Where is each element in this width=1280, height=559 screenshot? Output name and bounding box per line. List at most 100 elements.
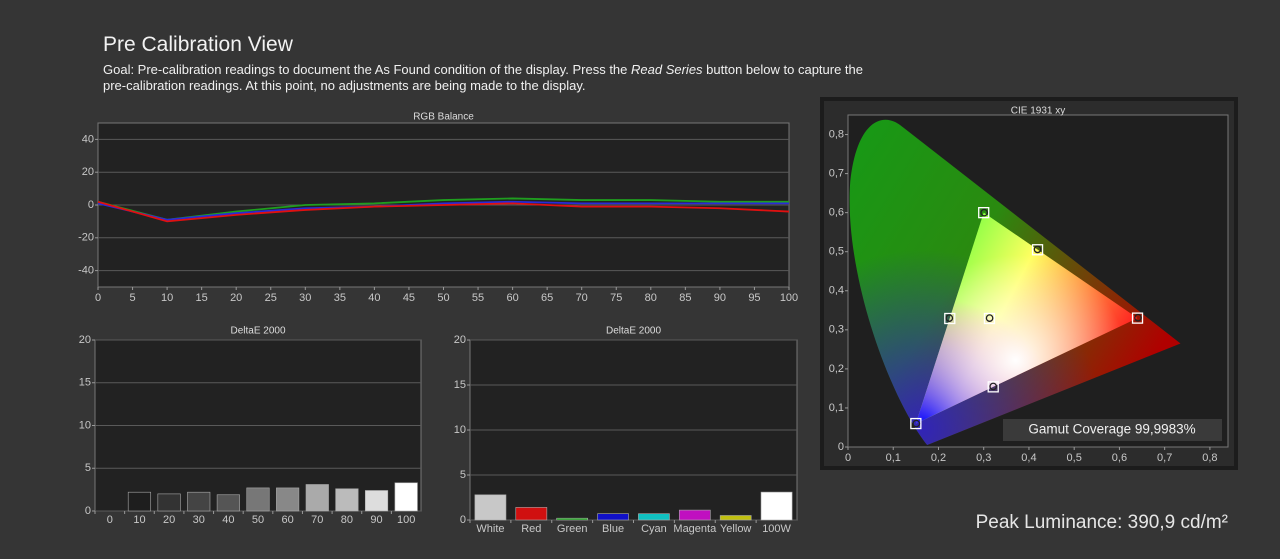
goal-text-part: Goal: Pre-calibration readings to docume… — [103, 62, 632, 77]
x-tick-label: 100 — [780, 292, 798, 304]
y-tick-label: 20 — [82, 166, 94, 178]
measured-marker — [985, 314, 994, 322]
target-marker — [987, 381, 999, 393]
x-tick-label: 10 — [161, 292, 173, 304]
chart-title: RGB Balance — [413, 112, 474, 123]
y-tick-label: 0,8 — [829, 128, 844, 140]
y-tick-label: 0 — [838, 441, 844, 453]
bar — [127, 491, 152, 512]
x-tick-label: 0,7 — [1157, 452, 1172, 464]
y-tick-label: 10 — [79, 419, 91, 431]
x-tick-label: 90 — [370, 514, 382, 526]
y-tick-label: 0,7 — [829, 167, 844, 179]
x-tick-label: 40 — [222, 514, 234, 526]
bar — [556, 517, 589, 521]
x-tick-label: 65 — [541, 292, 553, 304]
y-tick-label: 10 — [454, 424, 466, 436]
target-marker — [978, 206, 990, 219]
y-tick-label: 15 — [454, 379, 466, 391]
y-tick-label: -20 — [78, 232, 94, 244]
x-tick-label: 100 — [397, 514, 415, 526]
gamut-triangle — [915, 212, 1138, 424]
x-tick-label: White — [476, 523, 504, 535]
y-tick-label: 20 — [79, 334, 91, 346]
goal-text-emphasis: Read Series — [631, 62, 703, 77]
y-tick-label: 0,1 — [829, 402, 844, 414]
x-tick-label: 60 — [282, 514, 294, 526]
x-tick-label: 70 — [311, 514, 323, 526]
x-tick-label: 0,8 — [1202, 452, 1217, 464]
peak-luminance: Peak Luminance: 390,9 cd/m² — [976, 512, 1228, 533]
x-tick-label: 0 — [95, 292, 101, 304]
y-tick-label: 0,4 — [829, 285, 844, 297]
bar — [678, 509, 711, 521]
x-tick-label: 0 — [107, 514, 113, 526]
x-tick-label: 0,4 — [1021, 452, 1036, 464]
chart-title: CIE 1931 xy — [1011, 106, 1065, 117]
bar — [246, 487, 270, 512]
x-tick-label: 100W — [762, 523, 791, 535]
x-tick-label: Red — [521, 523, 541, 535]
y-tick-label: 0 — [85, 505, 91, 517]
y-tick-label: 5 — [85, 462, 91, 474]
measured-marker — [912, 419, 921, 428]
y-tick-label: -40 — [78, 265, 94, 277]
x-tick-label: 40 — [368, 292, 380, 304]
x-tick-label: 35 — [334, 292, 346, 304]
bar — [335, 488, 359, 512]
bar — [638, 513, 670, 521]
target-marker — [944, 312, 956, 325]
x-tick-label: Magenta — [673, 523, 717, 535]
y-tick-label: 20 — [454, 334, 466, 346]
x-tick-label: 80 — [645, 292, 657, 304]
measured-marker — [1033, 245, 1042, 254]
y-tick-label: 15 — [79, 377, 91, 389]
measured-marker — [989, 382, 998, 391]
series-line — [97, 200, 789, 221]
gamut-coverage: Gamut Coverage 99,9983% — [1028, 422, 1195, 437]
x-tick-label: 30 — [299, 292, 311, 304]
bar — [187, 491, 211, 512]
x-tick-label: 0 — [845, 452, 851, 464]
y-tick-label: 0,6 — [829, 207, 844, 219]
bar — [216, 494, 240, 512]
y-tick-label: 5 — [460, 469, 466, 481]
bar — [719, 515, 752, 521]
x-tick-label: Green — [557, 523, 588, 535]
measured-marker — [1134, 313, 1142, 322]
x-tick-label: 15 — [196, 292, 208, 304]
target-marker — [1131, 312, 1144, 324]
x-tick-label: 0,2 — [931, 452, 946, 464]
x-tick-label: 10 — [133, 514, 145, 526]
bar — [474, 494, 507, 521]
chart-title: DeltaE 2000 — [230, 326, 285, 337]
bar — [364, 490, 389, 512]
series-line — [97, 200, 790, 223]
goal-text: Goal: Pre-calibration readings to docume… — [103, 62, 863, 94]
x-tick-label: 0,3 — [976, 452, 991, 464]
goal-text-part: button below to capture the pre-calibrat… — [103, 62, 864, 93]
x-tick-label: Yellow — [720, 523, 751, 535]
annotation-box — [1003, 419, 1222, 441]
bar — [276, 487, 300, 512]
bar — [597, 513, 629, 521]
x-tick-label: 95 — [748, 292, 760, 304]
x-tick-label: 25 — [265, 292, 277, 304]
x-tick-label: 45 — [403, 292, 415, 304]
x-tick-label: 90 — [714, 292, 726, 304]
x-tick-label: 50 — [437, 292, 449, 304]
page-title: Pre Calibration View — [103, 33, 293, 56]
x-tick-label: 70 — [576, 292, 588, 304]
bar — [394, 482, 418, 512]
measured-marker — [945, 314, 954, 322]
y-tick-label: 0,5 — [829, 246, 844, 258]
bar — [157, 493, 181, 512]
x-tick-label: 30 — [193, 514, 205, 526]
x-tick-label: 75 — [610, 292, 622, 304]
x-tick-label: 0,5 — [1067, 452, 1082, 464]
x-tick-label: 0,6 — [1112, 452, 1127, 464]
target-marker — [910, 417, 922, 430]
x-tick-label: 20 — [230, 292, 242, 304]
